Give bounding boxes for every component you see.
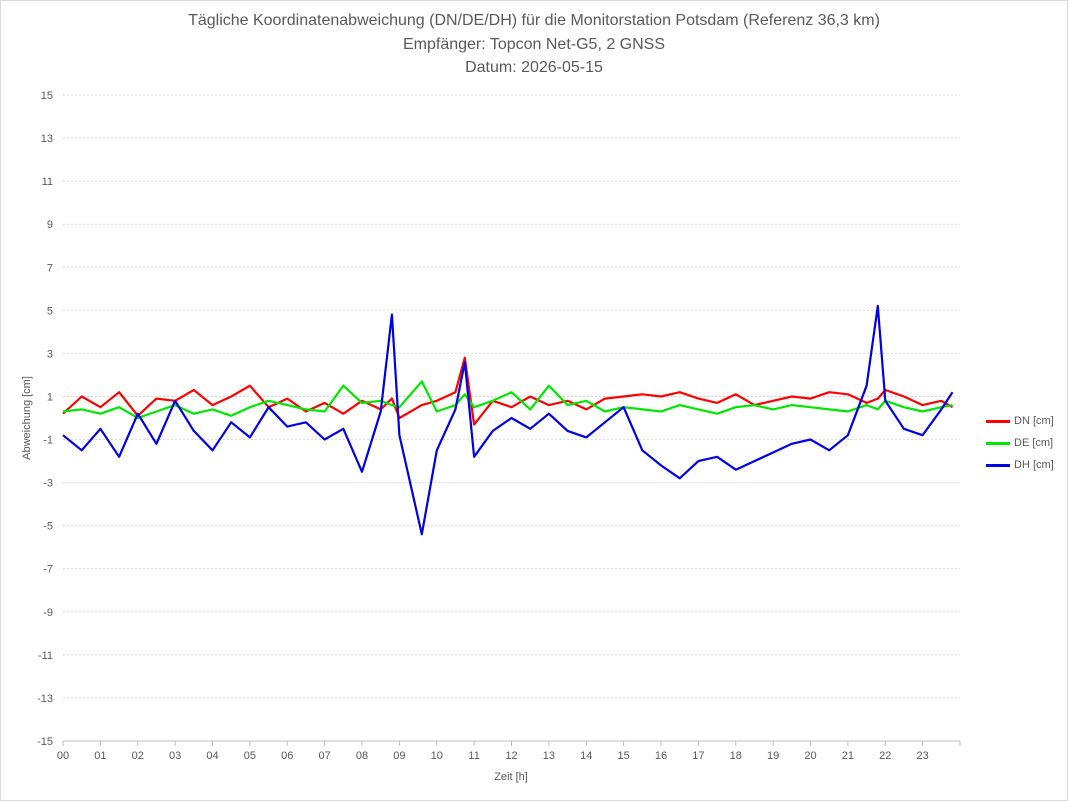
y-tick-label: 9 [47, 219, 53, 231]
gridlines [62, 94, 961, 746]
legend-swatch-dn [986, 419, 1010, 423]
y-tick-label: 7 [47, 262, 53, 274]
x-tick-label: 22 [879, 750, 891, 762]
x-tick-label: 03 [169, 750, 181, 762]
x-axis-ticks: 00 01 02 03 04 05 06 07 08 09 10 11 12 13 14 15 16 17 18 19… [57, 750, 929, 762]
y-tick-label: 13 [41, 133, 53, 145]
x-tick-label: 15 [618, 750, 630, 762]
x-tick-label: 11 [468, 750, 479, 762]
x-axis-title: Zeit [h] [494, 771, 528, 783]
y-tick-label: 5 [47, 305, 53, 317]
chart-title: Tägliche Koordinatenabweichung (DN/DE/DH… [188, 12, 880, 29]
legend-item-de: DE [cm] [986, 432, 1054, 454]
y-tick-label: -9 [43, 607, 53, 619]
x-tick-label: 09 [393, 750, 405, 762]
y-tick-label: -5 [43, 521, 53, 533]
x-tick-label: 07 [319, 750, 331, 762]
legend-label-dh: DH [cm] [1014, 459, 1054, 471]
x-tick-label: 16 [655, 750, 667, 762]
y-tick-label: -3 [43, 478, 53, 490]
y-axis-ticks: 15 13 11 9 7 5 3 1 -1 -3 -5 -7 -9 -11 -13 -15 [37, 90, 53, 748]
series-line-de [62, 380, 953, 420]
y-tick-label: -11 [38, 650, 53, 662]
x-tick-label: 08 [356, 750, 368, 762]
legend: DN [cm] DE [cm] DH [cm] [986, 410, 1054, 476]
y-tick-label: 3 [47, 348, 53, 360]
y-axis-title: Abweichung [cm] [21, 376, 33, 460]
x-tick-label: 12 [505, 750, 517, 762]
legend-label-dn: DN [cm] [1014, 415, 1054, 427]
x-tick-label: 04 [206, 750, 218, 762]
legend-swatch-de [986, 441, 1010, 445]
y-tick-label: -7 [43, 564, 53, 576]
chart-subtitle-date: Datum: 2026-05-15 [465, 59, 603, 76]
chart-subtitle-receiver: Empfänger: Topcon Net-G5, 2 GNSS [402, 36, 666, 53]
x-tick-label: 14 [580, 750, 592, 762]
series-lines [62, 304, 954, 536]
x-tick-label: 20 [804, 750, 816, 762]
x-tick-label: 05 [244, 750, 256, 762]
y-tick-label: 15 [41, 90, 53, 102]
x-tick-label: 01 [94, 750, 106, 762]
legend-item-dn: DN [cm] [986, 410, 1054, 432]
y-tick-label: 1 [47, 391, 53, 403]
legend-label-de: DE [cm] [1014, 437, 1054, 449]
x-tick-label: 06 [281, 750, 293, 762]
x-tick-label: 21 [842, 750, 854, 762]
x-tick-label: 10 [431, 750, 443, 762]
x-tick-label: 17 [692, 750, 704, 762]
y-tick-label: -13 [37, 693, 53, 705]
series-line-dh [62, 304, 954, 536]
legend-item-dh: DH [cm] [986, 454, 1054, 476]
series-line-dn [62, 356, 954, 426]
x-tick-label: 13 [543, 750, 555, 762]
x-tick-label: 18 [730, 750, 742, 762]
y-tick-label: -15 [37, 736, 53, 748]
legend-swatch-dh [986, 463, 1010, 467]
x-tick-label: 00 [57, 750, 69, 762]
x-tick-label: 02 [132, 750, 144, 762]
y-tick-label: -1 [43, 435, 53, 447]
x-tick-label: 19 [767, 750, 779, 762]
y-tick-label: 11 [42, 176, 53, 188]
x-tick-label: 23 [917, 750, 929, 762]
